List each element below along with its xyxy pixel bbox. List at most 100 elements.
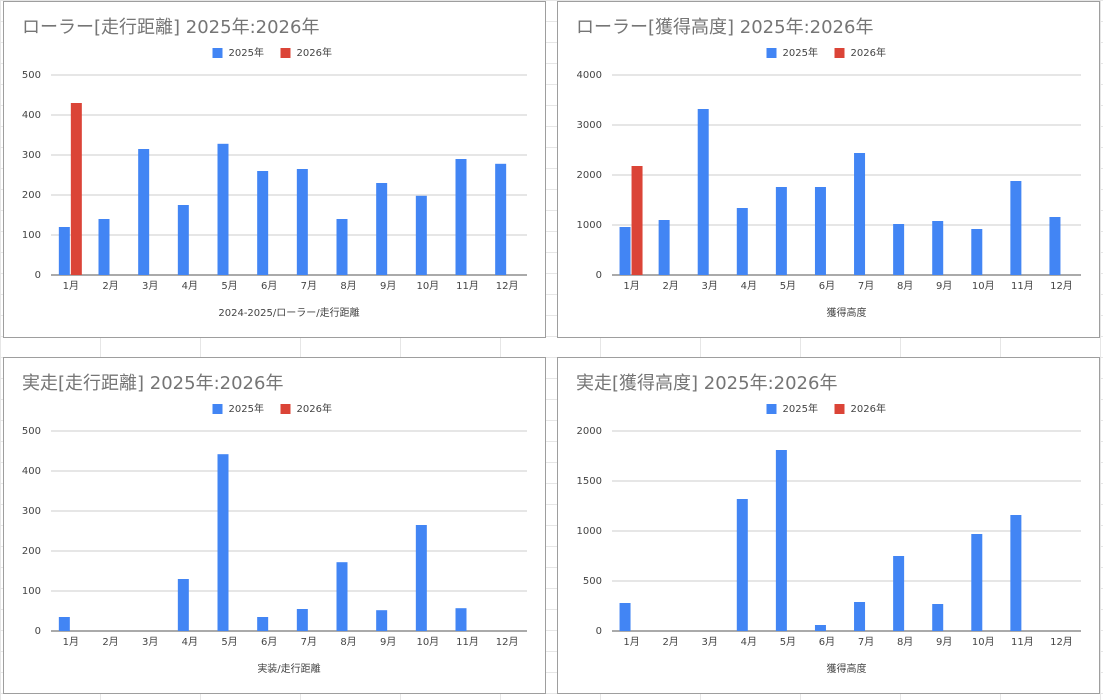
x-tick-label: 4月 — [182, 636, 198, 648]
bar — [736, 499, 748, 631]
y-tick-label: 400 — [22, 466, 41, 477]
bar — [1010, 181, 1022, 275]
bar — [217, 454, 229, 631]
y-tick-label: 1500 — [577, 476, 602, 487]
x-tick-label: 3月 — [142, 636, 158, 648]
legend-label: 2025年 — [229, 402, 264, 415]
bar — [257, 617, 269, 631]
legend-label: 2025年 — [229, 46, 264, 59]
x-tick-label: 1月 — [623, 636, 639, 648]
x-tick-label: 6月 — [261, 636, 277, 648]
y-tick-label: 1000 — [577, 526, 602, 537]
bar — [257, 171, 269, 275]
bar — [415, 525, 427, 631]
y-tick-label: 100 — [22, 586, 41, 597]
y-tick-label: 0 — [596, 626, 602, 637]
y-tick-label: 500 — [22, 426, 41, 437]
x-tick-label: 4月 — [182, 280, 198, 292]
legend-swatch — [834, 48, 845, 58]
bar — [854, 153, 866, 275]
x-tick-label: 4月 — [741, 636, 757, 648]
x-tick-label: 8月 — [897, 636, 913, 648]
chart-title: 実走[獲得高度] 2025年:2026年 — [576, 373, 837, 394]
y-tick-label: 3000 — [577, 120, 602, 131]
bar — [814, 625, 826, 631]
legend-label: 2026年 — [297, 402, 332, 415]
x-axis-label: 獲得高度 — [827, 662, 867, 675]
chart-title: ローラー[走行距離] 2025年:2026年 — [22, 17, 319, 38]
x-tick-label: 11月 — [1011, 636, 1034, 648]
legend-swatch — [280, 404, 291, 414]
x-tick-label: 6月 — [261, 280, 277, 292]
y-tick-label: 0 — [35, 626, 41, 637]
y-tick-label: 200 — [22, 546, 41, 557]
x-tick-label: 4月 — [741, 280, 757, 292]
x-tick-label: 12月 — [496, 636, 519, 648]
bar — [58, 227, 70, 275]
bar — [971, 229, 983, 275]
x-tick-label: 11月 — [456, 280, 479, 292]
bar — [296, 609, 308, 631]
x-tick-label: 7月 — [858, 636, 874, 648]
bar — [736, 208, 748, 275]
x-tick-label: 9月 — [936, 636, 952, 648]
legend-swatch — [212, 404, 223, 414]
bar — [775, 450, 787, 631]
x-tick-label: 8月 — [897, 280, 913, 292]
x-tick-label: 3月 — [702, 280, 718, 292]
x-axis-label: 獲得高度 — [827, 306, 867, 319]
bar — [893, 556, 905, 631]
chart: 実走[獲得高度] 2025年:2026年 2025年 2026年 0 500 1000 15… — [557, 357, 1100, 694]
x-tick-label: 10月 — [416, 636, 439, 648]
bar — [971, 534, 983, 631]
legend-swatch — [212, 48, 223, 58]
y-tick-label: 0 — [35, 270, 41, 281]
y-tick-label: 0 — [596, 270, 602, 281]
bar — [455, 159, 467, 275]
x-tick-label: 12月 — [1050, 636, 1073, 648]
x-tick-label: 3月 — [142, 280, 158, 292]
bar — [619, 603, 631, 631]
x-tick-label: 5月 — [780, 636, 796, 648]
bar — [1049, 217, 1061, 275]
chart: ローラー[走行距離] 2025年:2026年 2025年 2026年 0 100 200 3… — [3, 1, 546, 338]
chart-title: ローラー[獲得高度] 2025年:2026年 — [576, 17, 873, 38]
y-tick-label: 2000 — [577, 170, 602, 181]
x-axis-label: 2024-2025/ローラー/走行距離 — [218, 306, 359, 319]
bar — [893, 224, 905, 275]
legend-label: 2026年 — [851, 46, 886, 59]
x-tick-label: 2月 — [102, 636, 118, 648]
x-tick-label: 1月 — [63, 636, 79, 648]
x-tick-label: 6月 — [819, 280, 835, 292]
bar — [814, 187, 826, 275]
x-tick-label: 2月 — [662, 636, 678, 648]
bar — [932, 604, 944, 631]
bar — [376, 183, 388, 275]
chart-title: 実走[走行距離] 2025年:2026年 — [22, 373, 283, 394]
x-tick-label: 6月 — [819, 636, 835, 648]
x-tick-label: 7月 — [301, 636, 317, 648]
x-tick-label: 9月 — [380, 280, 396, 292]
y-tick-label: 2000 — [577, 426, 602, 437]
y-tick-label: 500 — [583, 576, 602, 587]
bar — [495, 163, 507, 275]
bar — [177, 205, 189, 275]
bar — [98, 219, 110, 275]
bar — [854, 602, 866, 631]
y-tick-label: 400 — [22, 110, 41, 121]
chart: ローラー[獲得高度] 2025年:2026年 2025年 2026年 0 1000 200… — [557, 1, 1100, 338]
y-tick-label: 200 — [22, 190, 41, 201]
legend-label: 2025年 — [783, 46, 818, 59]
x-tick-label: 5月 — [221, 280, 237, 292]
x-tick-label: 3月 — [702, 636, 718, 648]
bar — [658, 220, 670, 275]
x-tick-label: 5月 — [780, 280, 796, 292]
bar — [415, 195, 427, 275]
legend-label: 2025年 — [783, 402, 818, 415]
bar — [217, 143, 229, 275]
legend-swatch — [766, 404, 777, 414]
x-tick-label: 11月 — [456, 636, 479, 648]
bar — [58, 617, 70, 631]
x-tick-label: 2月 — [662, 280, 678, 292]
